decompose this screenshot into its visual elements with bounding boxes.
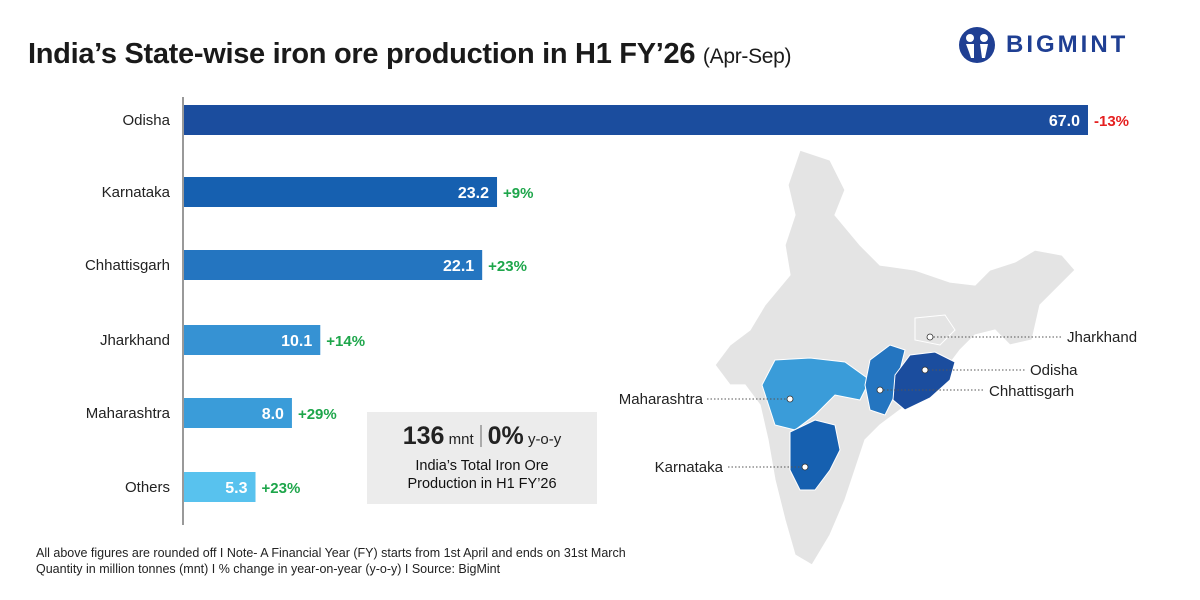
- page-title: India’s State-wise iron ore production i…: [28, 38, 792, 71]
- category-label-jharkhand: Jharkhand: [100, 332, 170, 349]
- map-odisha: [892, 351, 956, 411]
- value-label-others: 5.3: [225, 480, 247, 497]
- yoy-label-maharashtra: +29%: [298, 406, 337, 423]
- summary-box: 136 mnt 0% y-o-y India’s Total Iron Ore Pr…: [367, 412, 597, 504]
- map-maharashtra: [761, 357, 871, 431]
- value-label-maharashtra: 8.0: [262, 406, 284, 423]
- bigmint-logo: BIGMINT: [958, 26, 1128, 64]
- logo-text: BIGMINT: [1006, 31, 1129, 58]
- bar-chhattisgarh: [184, 250, 483, 280]
- category-label-maharashtra: Maharashtra: [86, 405, 171, 422]
- yoy-label-karnataka: +9%: [503, 185, 533, 202]
- bar-maharashtra: [184, 398, 292, 428]
- title-text: India’s State-wise iron ore production i…: [28, 38, 696, 70]
- footer-notes: All above figures are rounded off I Note…: [36, 545, 626, 577]
- map-label-odisha: Odisha: [1030, 362, 1078, 379]
- category-label-odisha: Odisha: [122, 112, 170, 129]
- change-unit: y-o-y: [527, 431, 562, 448]
- separator: [479, 425, 482, 447]
- total-value: 136: [402, 422, 445, 450]
- subtitle: (Apr-Sep): [702, 45, 792, 68]
- bar-others: [184, 472, 256, 502]
- bar-odisha: [184, 105, 1088, 135]
- value-label-karnataka: 23.2: [458, 185, 489, 202]
- map-label-chhattisgarh: Chhattisgarh: [989, 383, 1074, 400]
- yoy-label-jharkhand: +14%: [326, 333, 365, 350]
- bar-karnataka: [184, 177, 498, 207]
- map-label-karnataka: Karnataka: [655, 459, 724, 476]
- value-label-odisha: 67.0: [1049, 113, 1080, 130]
- yoy-label-others: +23%: [262, 480, 301, 497]
- map-karnataka: [789, 419, 841, 491]
- value-label-chhattisgarh: 22.1: [443, 258, 474, 275]
- change-value: 0%: [487, 422, 524, 450]
- total-unit: mnt: [448, 431, 474, 448]
- yoy-label-chhattisgarh: +23%: [488, 258, 527, 275]
- value-label-jharkhand: 10.1: [281, 333, 312, 350]
- yoy-label-odisha: -13%: [1094, 113, 1129, 130]
- summary-desc-2: Production in H1 FY’26: [407, 476, 557, 492]
- category-label-karnataka: Karnataka: [102, 184, 171, 201]
- bars-group: Odisha 67.0 -13% Karnataka 23.2 +9% Chhattisga…: [85, 105, 1129, 502]
- category-label-others: Others: [125, 479, 170, 496]
- bar-jharkhand: [184, 325, 321, 355]
- map-label-jharkhand: Jharkhand: [1067, 329, 1137, 346]
- map-label-maharashtra: Maharashtra: [619, 391, 704, 408]
- footer-line-2: Quantity in million tonnes (mnt) I % cha…: [36, 562, 501, 576]
- footer-line-1: All above figures are rounded off I Note…: [36, 546, 626, 560]
- bigmint-logo-icon: [959, 27, 995, 63]
- india-map: Jharkhand Odisha Chhattisgarh Maharashtr…: [619, 149, 1137, 566]
- summary-desc-1: India’s Total Iron Ore: [415, 458, 549, 474]
- category-label-chhattisgarh: Chhattisgarh: [85, 257, 170, 274]
